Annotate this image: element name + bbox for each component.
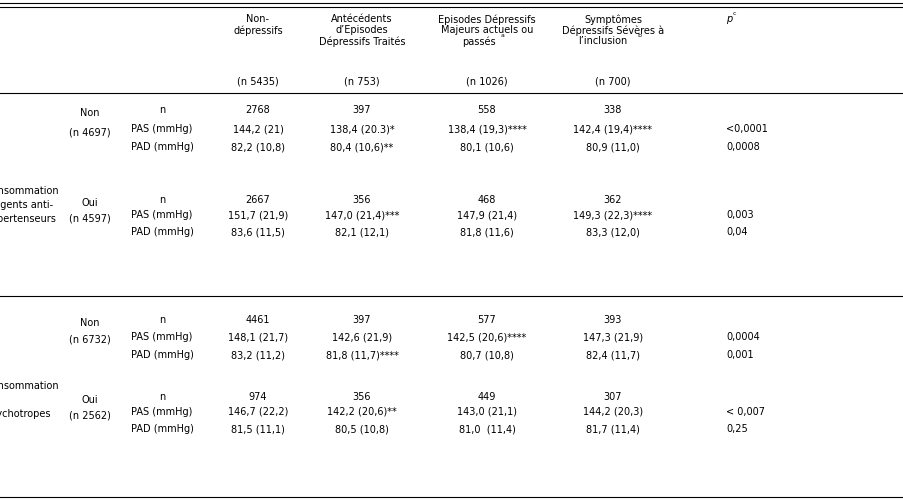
Text: 81,8 (11,6): 81,8 (11,6)	[460, 227, 513, 237]
Text: PAD (mmHg): PAD (mmHg)	[130, 142, 193, 152]
Text: 142,5 (20,6)****: 142,5 (20,6)****	[447, 332, 526, 342]
Text: 2768: 2768	[246, 105, 270, 115]
Text: 82,1 (12,1): 82,1 (12,1)	[335, 227, 388, 237]
Text: PAS (mmHg): PAS (mmHg)	[131, 124, 192, 134]
Text: (n 1026): (n 1026)	[466, 76, 507, 86]
Text: l’inclusion: l’inclusion	[578, 36, 627, 46]
Text: 0,0004: 0,0004	[725, 332, 759, 342]
Text: Consommation
d’agents anti-
hypertenseurs: Consommation d’agents anti- hypertenseur…	[0, 186, 59, 224]
Text: Non: Non	[80, 318, 99, 328]
Text: 147,3 (21,9): 147,3 (21,9)	[582, 332, 642, 342]
Text: 80,9 (11,0): 80,9 (11,0)	[585, 142, 639, 152]
Text: Episodes Dépressifs: Episodes Dépressifs	[438, 14, 535, 25]
Text: 577: 577	[477, 315, 496, 325]
Text: PAD (mmHg): PAD (mmHg)	[130, 350, 193, 360]
Text: 81,8 (11,7)****: 81,8 (11,7)****	[325, 350, 398, 360]
Text: 144,2 (20,3): 144,2 (20,3)	[582, 407, 642, 417]
Text: 142,6 (21,9): 142,6 (21,9)	[331, 332, 392, 342]
Text: 83,2 (11,2): 83,2 (11,2)	[231, 350, 284, 360]
Text: 81,7 (11,4): 81,7 (11,4)	[585, 424, 639, 434]
Text: PAS (mmHg): PAS (mmHg)	[131, 210, 192, 220]
Text: Non: Non	[80, 108, 99, 118]
Text: n: n	[159, 392, 165, 402]
Text: 468: 468	[478, 195, 496, 205]
Text: 2667: 2667	[246, 195, 270, 205]
Text: Non-: Non-	[247, 14, 269, 24]
Text: 83,6 (11,5): 83,6 (11,5)	[231, 227, 284, 237]
Text: 307: 307	[603, 392, 621, 402]
Text: 138,4 (20.3)*: 138,4 (20.3)*	[330, 124, 394, 134]
Text: Oui: Oui	[81, 395, 98, 405]
Text: 80,1 (10,6): 80,1 (10,6)	[460, 142, 513, 152]
Text: 142,2 (20,6)**: 142,2 (20,6)**	[327, 407, 396, 417]
Text: Dépressifs Traités: Dépressifs Traités	[319, 36, 405, 47]
Text: 397: 397	[352, 315, 371, 325]
Text: 0,0008: 0,0008	[725, 142, 759, 152]
Text: 362: 362	[603, 195, 621, 205]
Text: PAD (mmHg): PAD (mmHg)	[130, 424, 193, 434]
Text: PAS (mmHg): PAS (mmHg)	[131, 407, 192, 417]
Text: passés: passés	[461, 36, 495, 47]
Text: b: b	[637, 33, 640, 38]
Text: 974: 974	[248, 392, 267, 402]
Text: p: p	[725, 14, 731, 24]
Text: Oui: Oui	[81, 198, 98, 208]
Text: n: n	[159, 195, 165, 205]
Text: (n 6732): (n 6732)	[69, 335, 111, 345]
Text: 138,4 (19,3)****: 138,4 (19,3)****	[447, 124, 526, 134]
Text: 148,1 (21,7): 148,1 (21,7)	[228, 332, 288, 342]
Text: c: c	[732, 11, 736, 16]
Text: (n 4597): (n 4597)	[69, 213, 111, 223]
Text: n: n	[159, 315, 165, 325]
Text: PAS (mmHg): PAS (mmHg)	[131, 332, 192, 342]
Text: 80,7 (10,8): 80,7 (10,8)	[460, 350, 514, 360]
Text: 144,2 (21): 144,2 (21)	[232, 124, 284, 134]
Text: PAD (mmHg): PAD (mmHg)	[130, 227, 193, 237]
Text: 356: 356	[352, 392, 371, 402]
Text: 0,001: 0,001	[725, 350, 753, 360]
Text: 142,4 (19,4)****: 142,4 (19,4)****	[573, 124, 652, 134]
Text: (n 700): (n 700)	[594, 76, 630, 86]
Text: (n 753): (n 753)	[344, 76, 379, 86]
Text: Consommation
de
psychotropes: Consommation de psychotropes	[0, 381, 59, 419]
Text: 147,9 (21,4): 147,9 (21,4)	[456, 210, 517, 220]
Text: 0,003: 0,003	[725, 210, 753, 220]
Text: (n 2562): (n 2562)	[69, 410, 111, 420]
Text: 80,5 (10,8): 80,5 (10,8)	[335, 424, 388, 434]
Text: Antécédents: Antécédents	[330, 14, 392, 24]
Text: 151,7 (21,9): 151,7 (21,9)	[228, 210, 288, 220]
Text: 83,3 (12,0): 83,3 (12,0)	[585, 227, 639, 237]
Text: 146,7 (22,2): 146,7 (22,2)	[228, 407, 288, 417]
Text: 81,0  (11,4): 81,0 (11,4)	[458, 424, 515, 434]
Text: 81,5 (11,1): 81,5 (11,1)	[231, 424, 284, 434]
Text: < 0,007: < 0,007	[725, 407, 764, 417]
Text: 0,04: 0,04	[725, 227, 747, 237]
Text: 149,3 (22,3)****: 149,3 (22,3)****	[573, 210, 652, 220]
Text: n: n	[159, 105, 165, 115]
Text: 356: 356	[352, 195, 371, 205]
Text: <0,0001: <0,0001	[725, 124, 767, 134]
Text: 449: 449	[478, 392, 496, 402]
Text: d’Episodes: d’Episodes	[335, 25, 388, 35]
Text: 0,25: 0,25	[725, 424, 747, 434]
Text: 147,0 (21,4)***: 147,0 (21,4)***	[324, 210, 399, 220]
Text: Symptômes: Symptômes	[583, 14, 641, 25]
Text: dépressifs: dépressifs	[233, 25, 283, 36]
Text: 143,0 (21,1): 143,0 (21,1)	[457, 407, 517, 417]
Text: 82,2 (10,8): 82,2 (10,8)	[231, 142, 284, 152]
Text: (n 4697): (n 4697)	[70, 127, 111, 137]
Text: 4461: 4461	[246, 315, 270, 325]
Text: 80,4 (10,6)**: 80,4 (10,6)**	[330, 142, 393, 152]
Text: 338: 338	[603, 105, 621, 115]
Text: Dépressifs Sévères à: Dépressifs Sévères à	[562, 25, 664, 36]
Text: a: a	[500, 33, 504, 38]
Text: 397: 397	[352, 105, 371, 115]
Text: Majeurs actuels ou: Majeurs actuels ou	[441, 25, 533, 35]
Text: 558: 558	[477, 105, 496, 115]
Text: (n 5435): (n 5435)	[237, 76, 278, 86]
Text: 393: 393	[603, 315, 621, 325]
Text: 82,4 (11,7): 82,4 (11,7)	[585, 350, 639, 360]
